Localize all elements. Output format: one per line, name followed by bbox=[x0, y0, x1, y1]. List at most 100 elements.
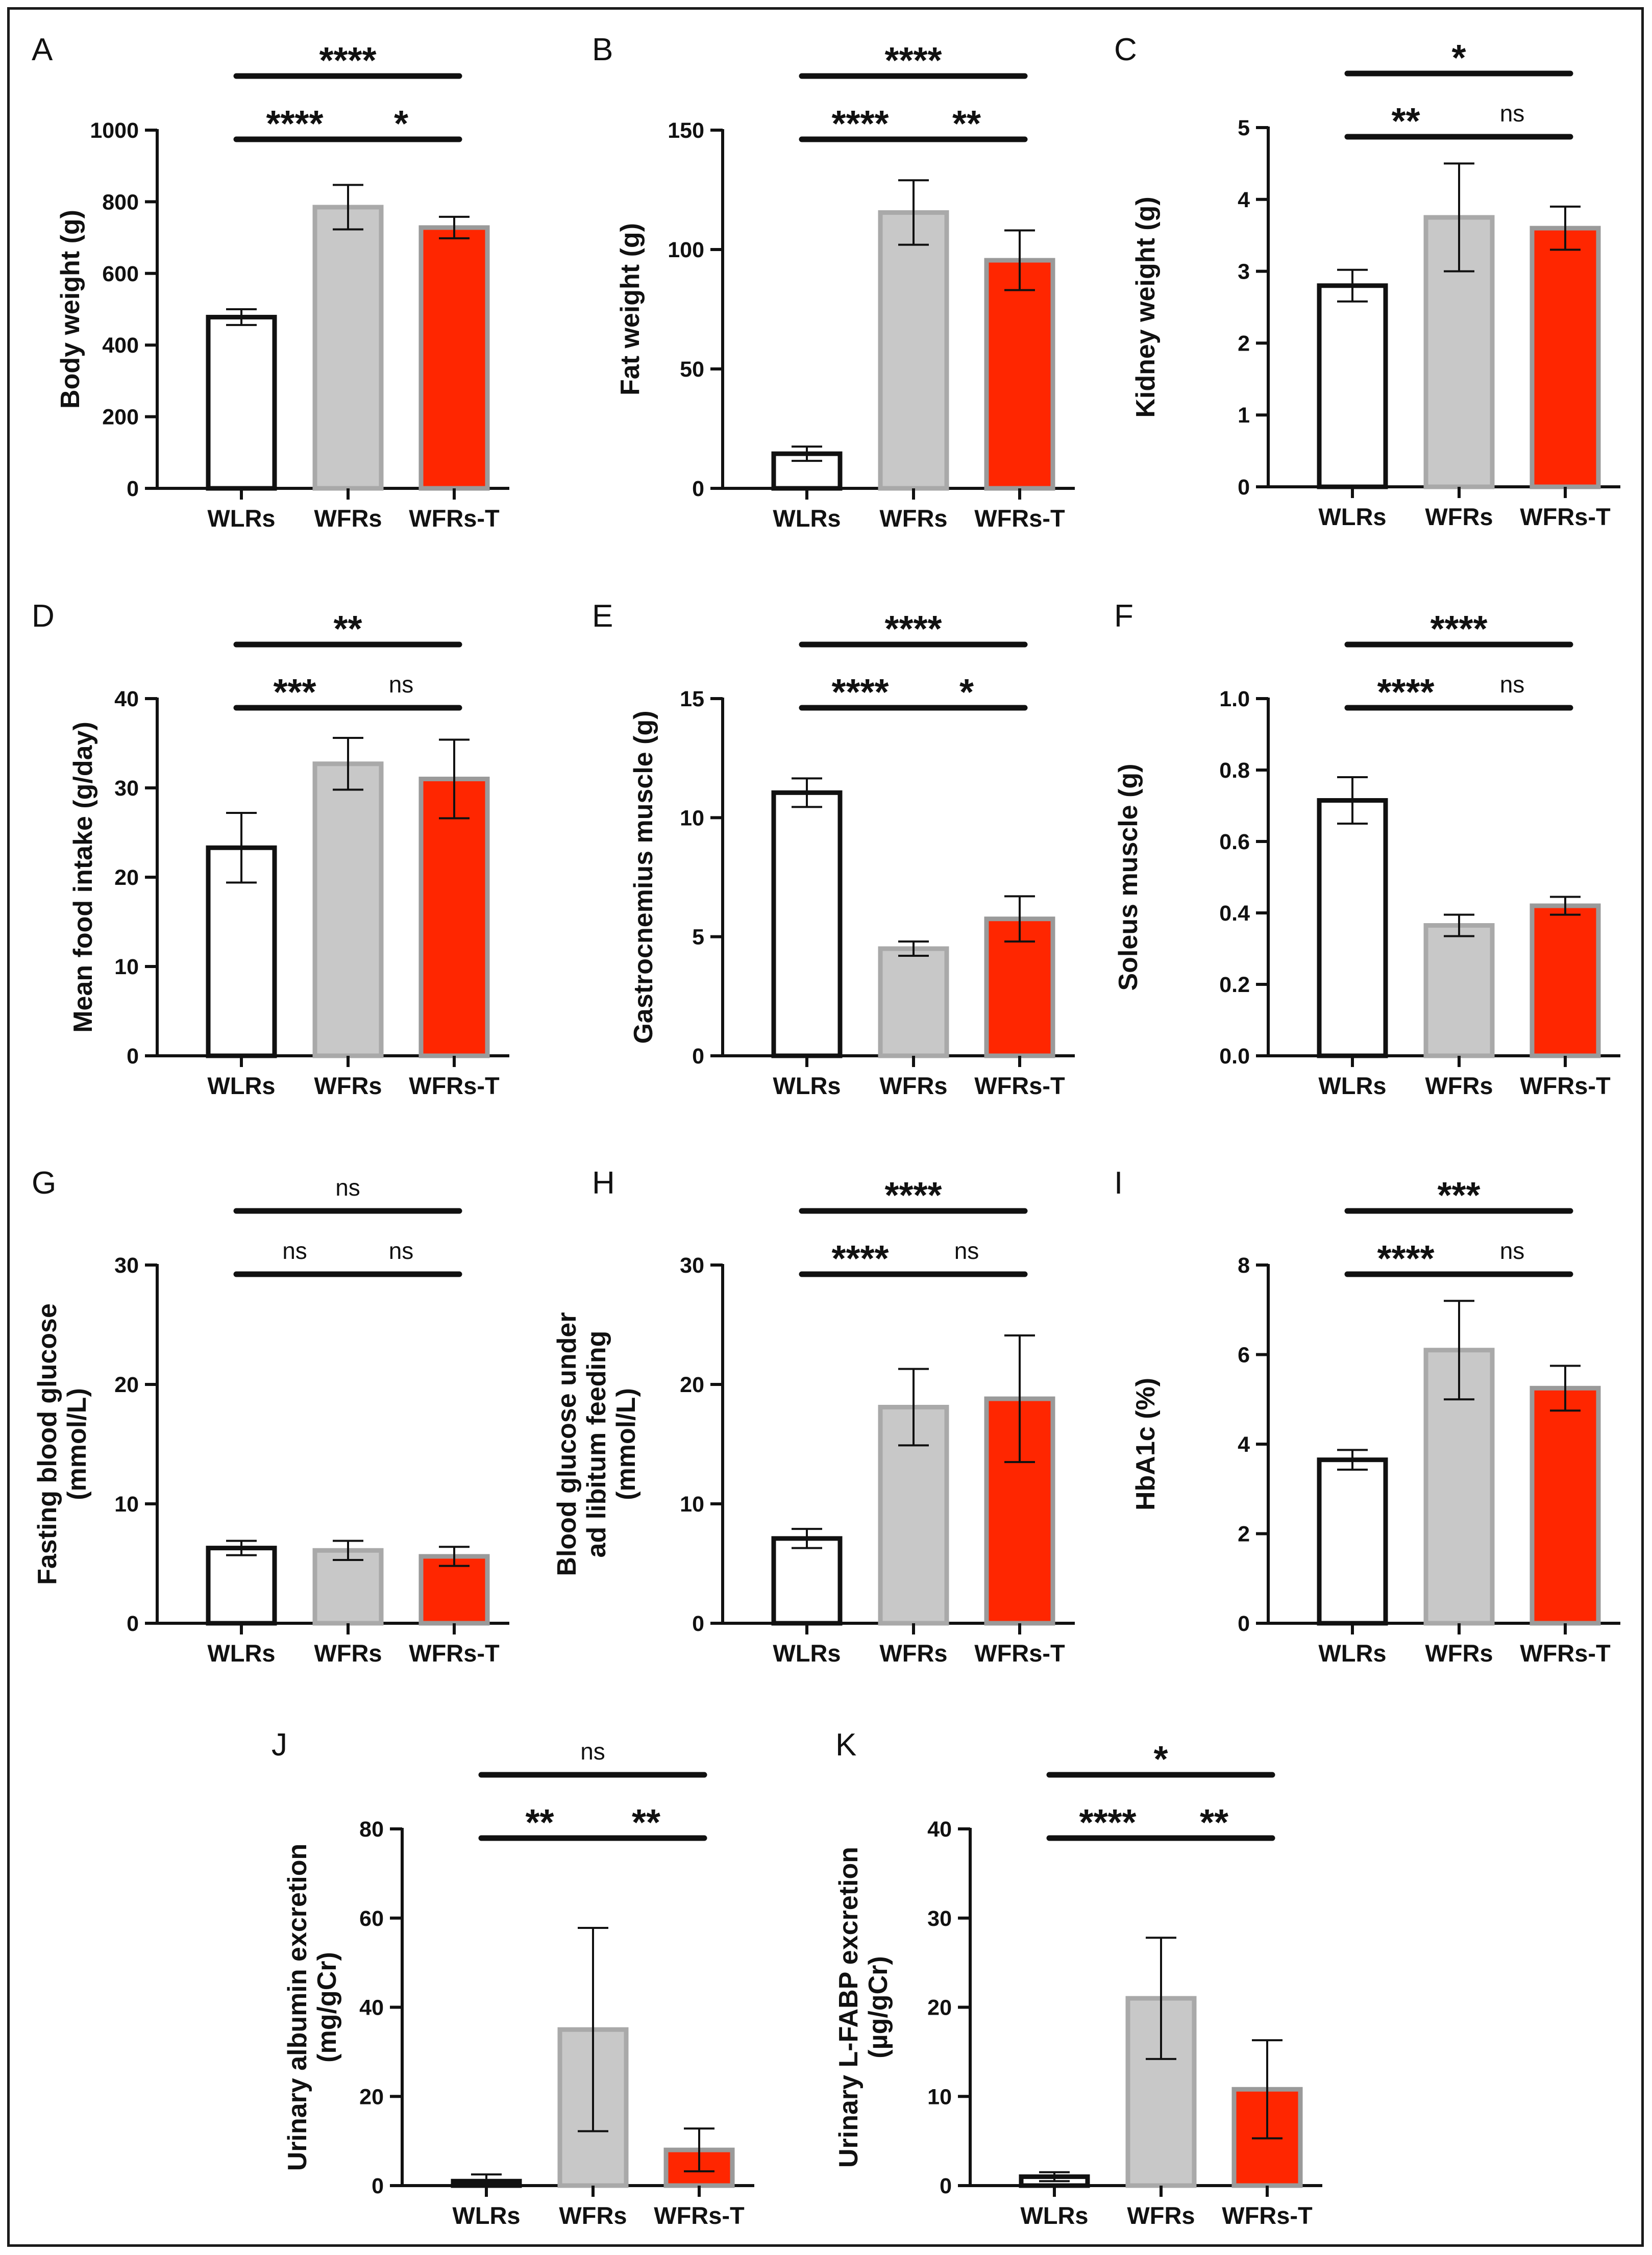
significance-label: *** bbox=[273, 672, 316, 713]
panel-letter: D bbox=[32, 599, 55, 634]
y-tick-label: 60 bbox=[359, 1906, 384, 1931]
panel-letter: F bbox=[1114, 599, 1133, 634]
y-axis-title: ad libitum feeding bbox=[582, 1331, 611, 1558]
y-tick-label: 0 bbox=[1238, 475, 1250, 500]
panel-k: K Urinary L-FABP excretion (µg/gCr) 0 10 20 30… bbox=[834, 1727, 1322, 2229]
y-tick-label: 10 bbox=[680, 806, 704, 830]
y-tick-label: 0 bbox=[127, 1612, 139, 1636]
y-axis-title: (mg/gCr) bbox=[312, 1952, 342, 2063]
y-tick-label: 20 bbox=[927, 1996, 952, 2020]
significance-label: * bbox=[1451, 38, 1466, 79]
y-tick-label: 10 bbox=[680, 1492, 704, 1517]
y-tick-label: 40 bbox=[114, 687, 139, 711]
significance-label: * bbox=[959, 672, 974, 713]
y-tick-label: 20 bbox=[359, 2085, 384, 2109]
significance-label: *** bbox=[1437, 1175, 1480, 1216]
panel-f: F Soleus muscle (g) 0.0 0.2 0.4 0.6 0.8 1.0 WLRs… bbox=[1114, 599, 1620, 1099]
category-label: WLRs bbox=[207, 505, 275, 532]
significance-label: ** bbox=[333, 609, 362, 650]
category-label: WFRs bbox=[879, 1072, 947, 1099]
category-label: WFRs bbox=[314, 1640, 382, 1667]
significance-label: ** bbox=[1200, 1802, 1228, 1843]
y-tick-label: 600 bbox=[102, 262, 139, 286]
bar-wlrs bbox=[206, 314, 277, 491]
significance-label: **** bbox=[831, 1238, 889, 1279]
bar-wlrs bbox=[1317, 1457, 1388, 1626]
significance-label: **** bbox=[884, 40, 942, 81]
y-tick-label: 5 bbox=[1238, 116, 1250, 140]
category-label: WLRs bbox=[207, 1072, 275, 1099]
bar-wlrs bbox=[1317, 798, 1388, 1058]
panel-letter: B bbox=[592, 32, 613, 67]
y-tick-label: 0.6 bbox=[1219, 830, 1250, 854]
panel-j: J Urinary albumin excretion (mg/gCr) 0 20 40 6… bbox=[272, 1727, 754, 2229]
y-tick-label: 30 bbox=[680, 1253, 704, 1278]
y-tick-label: 50 bbox=[680, 357, 704, 382]
panel-h: H Blood glucose under ad libitum feeding (m… bbox=[552, 1166, 1075, 1667]
bar-wfrs bbox=[1423, 923, 1495, 1058]
significance-label: ** bbox=[1391, 101, 1420, 142]
significance-label: ** bbox=[952, 104, 981, 144]
bar-wlrs bbox=[206, 1546, 277, 1626]
y-tick-label: 150 bbox=[668, 118, 704, 143]
y-tick-label: 30 bbox=[114, 1253, 139, 1278]
y-tick-label: 0 bbox=[127, 477, 139, 501]
y-tick-label: 5 bbox=[692, 925, 704, 950]
significance-label: ** bbox=[525, 1802, 554, 1843]
y-tick-label: 4 bbox=[1238, 188, 1250, 212]
y-axis-title: HbA1c (%) bbox=[1131, 1378, 1161, 1510]
y-tick-label: 0.4 bbox=[1219, 901, 1250, 926]
y-tick-label: 0 bbox=[692, 477, 704, 501]
y-tick-label: 0.8 bbox=[1219, 758, 1250, 783]
bar-wfrs-t bbox=[418, 777, 490, 1058]
y-tick-label: 20 bbox=[114, 1373, 139, 1397]
category-label: WLRs bbox=[207, 1640, 275, 1667]
y-axis-title: Urinary L-FABP excretion bbox=[834, 1847, 864, 2168]
bar-wfrs-t bbox=[1530, 903, 1601, 1058]
panel-letter: K bbox=[835, 1727, 856, 1763]
y-tick-label: 10 bbox=[114, 955, 139, 979]
category-label: WFRs-T bbox=[409, 1640, 500, 1667]
y-tick-label: 30 bbox=[114, 776, 139, 801]
y-axis-title: Blood glucose under bbox=[552, 1312, 582, 1576]
category-label: WFRs bbox=[1425, 503, 1493, 530]
y-tick-label: 80 bbox=[359, 1817, 384, 1842]
bar-wfrs-t bbox=[1530, 226, 1601, 489]
significance-label: **** bbox=[831, 104, 889, 144]
y-axis-title: Mean food intake (g/day) bbox=[68, 722, 98, 1033]
y-tick-label: 0 bbox=[127, 1044, 139, 1069]
y-tick-label: 30 bbox=[927, 1906, 952, 1931]
category-label: WLRs bbox=[773, 1640, 841, 1667]
bar-wlrs bbox=[771, 790, 843, 1058]
significance-label: ns bbox=[1500, 671, 1525, 698]
y-tick-label: 0.2 bbox=[1219, 973, 1250, 997]
bar-wlrs bbox=[1317, 283, 1388, 489]
y-tick-label: 3 bbox=[1238, 260, 1250, 284]
figure-frame bbox=[7, 7, 1644, 2247]
y-axis-title: Gastrocnemius muscle (g) bbox=[629, 710, 658, 1044]
significance-label: **** bbox=[319, 40, 376, 81]
y-axis-title: Urinary albumin excretion bbox=[283, 1844, 312, 2171]
significance-label: ns bbox=[389, 671, 414, 698]
significance-label: **** bbox=[1430, 609, 1487, 650]
y-axis-title: Kidney weight (g) bbox=[1131, 196, 1161, 417]
category-label: WLRs bbox=[773, 1072, 841, 1099]
bar-wfrs bbox=[312, 1548, 384, 1626]
category-label: WFRs bbox=[314, 1072, 382, 1099]
y-tick-label: 0 bbox=[692, 1044, 704, 1069]
y-tick-label: 8 bbox=[1238, 1253, 1250, 1278]
category-label: WFRs bbox=[1425, 1072, 1493, 1099]
y-tick-label: 200 bbox=[102, 405, 139, 430]
y-axis-title: Body weight (g) bbox=[56, 210, 85, 409]
y-tick-label: 0.0 bbox=[1219, 1044, 1250, 1069]
bar-wlrs bbox=[771, 1536, 843, 1626]
category-label: WFRs-T bbox=[974, 1072, 1065, 1099]
significance-label: ns bbox=[1500, 100, 1525, 127]
panel-letter: J bbox=[272, 1727, 287, 1763]
panel-g: G Fasting blood glucose (mmol/L) 0 10 20 30 WLR… bbox=[32, 1166, 509, 1667]
y-tick-label: 0 bbox=[1238, 1612, 1250, 1636]
panel-letter: A bbox=[32, 32, 53, 67]
bar-wfrs bbox=[878, 946, 949, 1058]
y-tick-label: 400 bbox=[102, 333, 139, 358]
